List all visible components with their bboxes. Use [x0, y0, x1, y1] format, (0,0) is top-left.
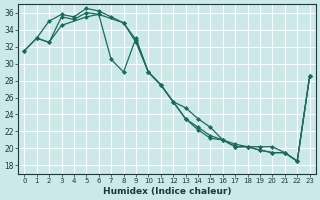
X-axis label: Humidex (Indice chaleur): Humidex (Indice chaleur) [103, 187, 231, 196]
